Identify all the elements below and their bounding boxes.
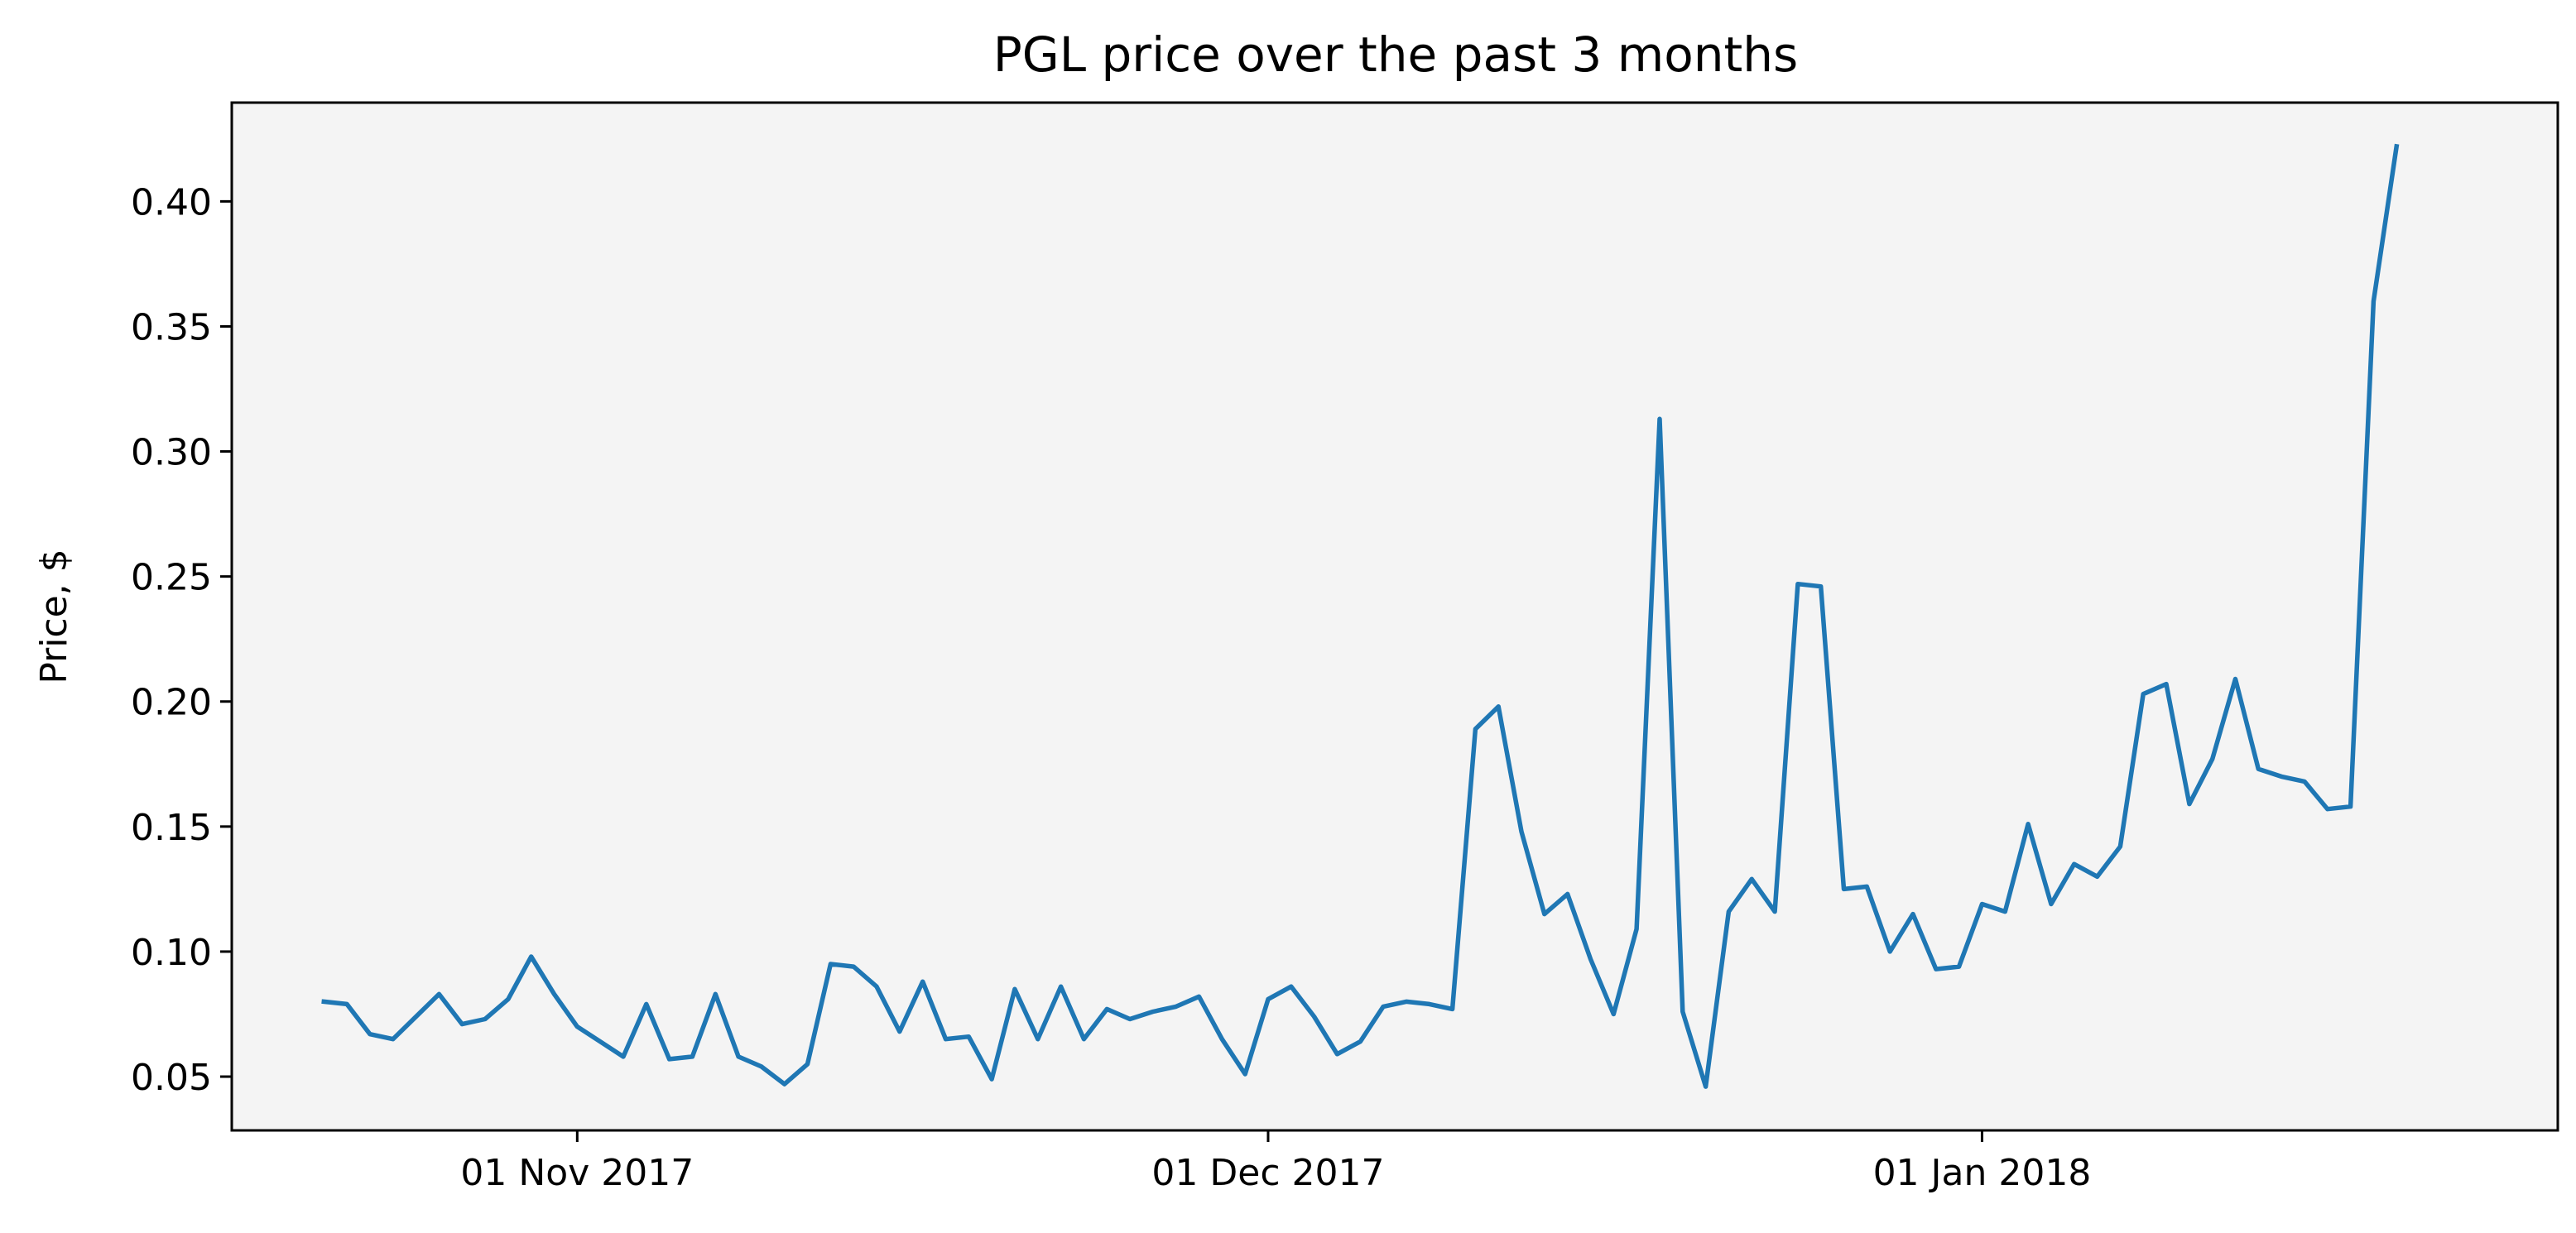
y-tick-label: 0.15 <box>131 807 212 849</box>
x-tick-label: 01 Dec 2017 <box>1151 1152 1384 1194</box>
plot-area <box>230 101 2559 1132</box>
y-tick-label: 0.30 <box>131 432 212 474</box>
y-axis: 0.05 0.10 0.15 0.20 0.25 0.30 0.35 0.40 <box>131 181 232 1099</box>
series-line <box>321 143 2400 1089</box>
x-tick-label: 01 Jan 2018 <box>1873 1152 2092 1194</box>
x-tick-label: 01 Nov 2017 <box>460 1152 694 1194</box>
y-tick-label: 0.40 <box>131 181 212 223</box>
y-tick-label: 0.10 <box>131 932 212 974</box>
y-axis-label: Price, $ <box>33 549 75 684</box>
chart-title: PGL price over the past 3 months <box>993 26 1798 83</box>
x-axis: 01 Nov 2017 01 Dec 2017 01 Jan 2018 <box>460 1130 2091 1194</box>
y-tick-label: 0.05 <box>131 1057 212 1099</box>
y-tick-label: 0.20 <box>131 682 212 724</box>
y-tick-label: 0.25 <box>131 557 212 599</box>
y-tick-label: 0.35 <box>131 306 212 348</box>
